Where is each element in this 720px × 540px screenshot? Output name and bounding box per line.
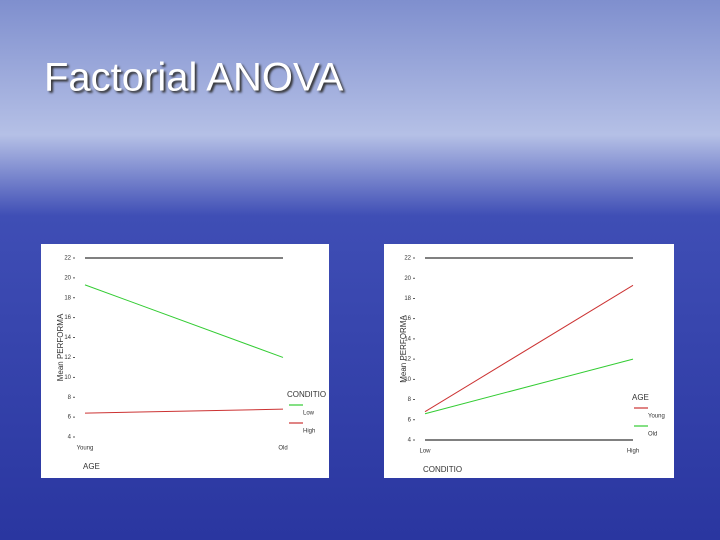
y-tick-label: 6 [408,417,412,423]
legend-label: Old [648,432,657,438]
y-tick-label: 20 [64,275,71,281]
chart-panel [41,244,329,478]
chart-panel [384,244,674,478]
y-tick-label: 6 [68,415,72,421]
x-axis-label: CONDITIO [423,465,462,474]
series-line [84,408,284,414]
y-tick-label: 8 [408,397,412,403]
series-line [424,358,634,415]
series-line [424,284,634,413]
series-line [84,284,284,358]
y-tick-label: 16 [404,316,411,322]
legend-title: CONDITIO [287,390,326,399]
x-tick-label: Young [77,446,94,452]
y-axis-label: Mean PERFORMA [399,315,408,383]
x-axis-label: AGE [83,462,100,471]
slide-title: Factorial ANOVA [44,56,344,100]
legend-label: Low [303,411,315,417]
y-tick-label: 4 [68,435,72,441]
x-tick-label: Old [278,446,287,452]
y-tick-label: 10 [64,375,71,381]
y-tick-label: 14 [64,335,71,341]
y-tick-label: 10 [404,377,411,383]
y-tick-label: 12 [64,355,71,361]
y-tick-label: 18 [64,295,71,301]
y-tick-label: 4 [408,438,412,444]
y-tick-label: 12 [404,357,411,363]
y-tick-label: 16 [64,315,71,321]
legend-label: Young [648,414,665,420]
y-tick-label: 22 [404,256,411,262]
y-axis-label: Mean PERFORMA [56,313,65,381]
y-tick-label: 8 [68,395,72,401]
y-tick-label: 22 [64,256,71,262]
y-tick-label: 20 [404,276,411,282]
y-tick-label: 18 [404,296,411,302]
legend-label: High [303,429,315,435]
x-tick-label: High [627,449,639,455]
x-tick-label: Low [419,449,431,455]
legend-title: AGE [632,393,649,402]
y-tick-label: 14 [404,336,411,342]
